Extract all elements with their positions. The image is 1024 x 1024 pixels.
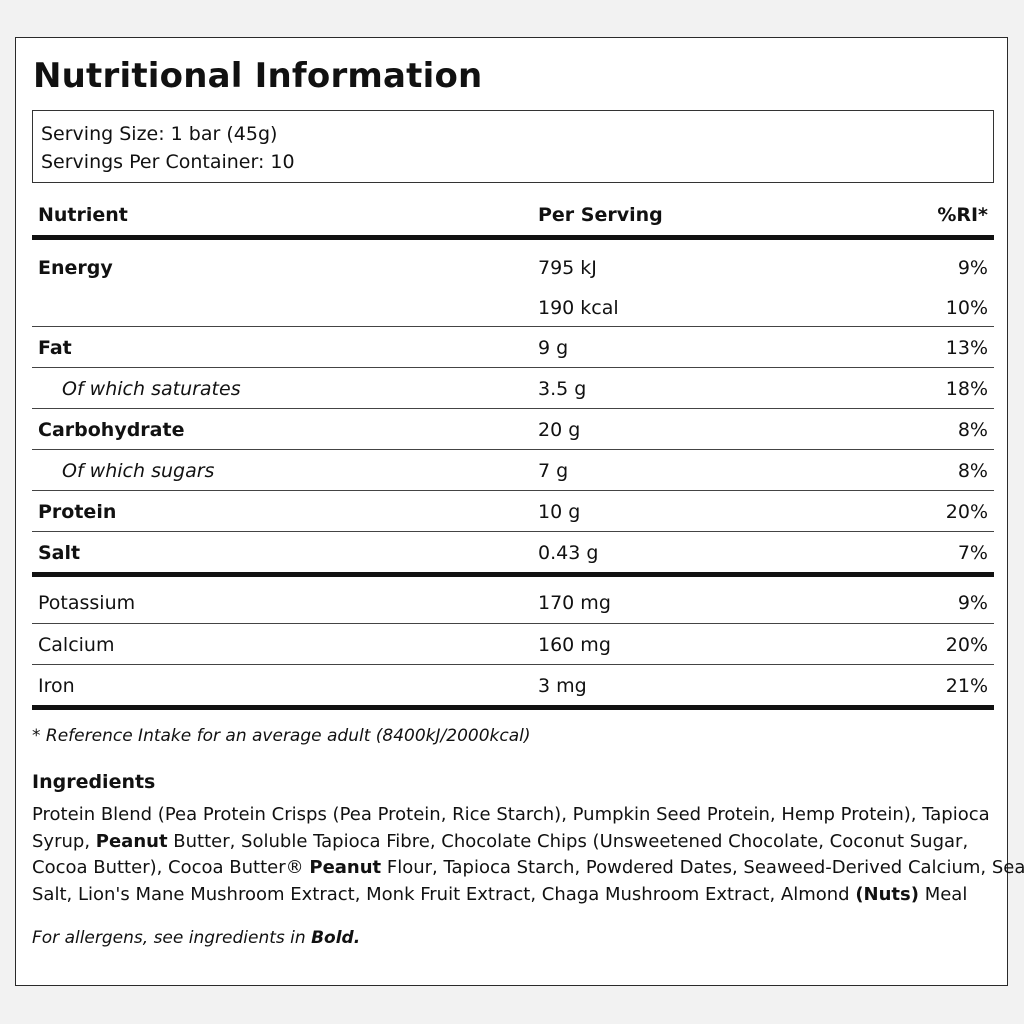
- ingredients-title: Ingredients: [32, 771, 156, 793]
- row-ri: 10%: [945, 297, 988, 319]
- ingredients-line: Syrup, Peanut Butter, Soluble Tapioca Fi…: [32, 829, 998, 856]
- row-ri: 9%: [957, 257, 988, 279]
- ingredients-line: Cocoa Butter), Cocoa Butter® Peanut Flou…: [32, 855, 1024, 882]
- nutrition-table: Nutrient Per Serving %RI* Energy 795 kJ …: [32, 198, 994, 710]
- allergen-note: For allergens, see ingredients in Bold.: [32, 928, 360, 948]
- row-ri: 7%: [957, 542, 988, 564]
- serving-size: Serving Size: 1 bar (45g): [41, 123, 278, 145]
- row-nutrient: Iron: [38, 675, 75, 697]
- row-nutrient: Of which saturates: [62, 378, 241, 400]
- ingredients-text: Protein Blend (Pea Protein Crisps (Pea P…: [32, 802, 1024, 909]
- row-nutrient: Calcium: [38, 634, 115, 656]
- row-nutrient: Fat: [38, 337, 72, 359]
- row-value: 190 kcal: [538, 297, 619, 319]
- row-ri: 18%: [945, 378, 988, 400]
- row-nutrient: Potassium: [38, 592, 136, 614]
- row-value: 7 g: [538, 460, 569, 482]
- row-value: 3.5 g: [538, 378, 587, 400]
- ingredients-segment: Salt, Lion's Mane Mushroom Extract, Monk…: [32, 883, 856, 905]
- allergen-highlight: Peanut: [309, 857, 382, 878]
- table-row-calcium: Calcium 160 mg 20%: [32, 624, 994, 665]
- row-value: 0.43 g: [538, 542, 599, 564]
- table-row-energy-kj: Energy 795 kJ 9%: [32, 240, 994, 279]
- table-row-energy-kcal: 190 kcal 10%: [32, 278, 994, 327]
- ri-footnote: * Reference Intake for an average adult …: [32, 726, 531, 746]
- table-row-saturates: Of which saturates 3.5 g 18%: [32, 368, 994, 409]
- row-value: 170 mg: [538, 592, 611, 614]
- allergen-note-bold: Bold.: [311, 928, 361, 948]
- row-ri: 20%: [945, 501, 988, 523]
- row-ri: 9%: [957, 592, 988, 614]
- row-nutrient: Salt: [38, 542, 81, 564]
- row-ri: 13%: [945, 337, 988, 359]
- ingredients-segment: Meal: [918, 883, 968, 905]
- row-nutrient: Protein: [38, 501, 117, 523]
- table-row-sugars: Of which sugars 7 g 8%: [32, 450, 994, 491]
- page-title: Nutritional Information: [33, 56, 483, 96]
- header-per-serving: Per Serving: [538, 204, 663, 226]
- allergen-highlight: Peanut: [95, 830, 168, 852]
- table-row-iron: Iron 3 mg 21%: [32, 665, 994, 710]
- ingredients-segment: Protein Blend (Pea Protein Crisps (Pea P…: [32, 804, 990, 825]
- row-nutrient: Of which sugars: [62, 460, 215, 482]
- table-row-salt: Salt 0.43 g 7%: [32, 532, 994, 577]
- row-ri: 8%: [957, 419, 988, 441]
- header-nutrient: Nutrient: [38, 204, 128, 226]
- ingredients-segment: Flour, Tapioca Starch, Powdered Dates, S…: [381, 857, 1024, 878]
- table-row-fat: Fat 9 g 13%: [32, 327, 994, 368]
- row-value: 160 mg: [538, 634, 611, 656]
- row-value: 10 g: [538, 501, 581, 523]
- allergen-note-text: For allergens, see ingredients in: [32, 928, 312, 948]
- ingredients-line: Protein Blend (Pea Protein Crisps (Pea P…: [32, 802, 998, 829]
- ingredients-segment: Syrup,: [32, 830, 96, 852]
- nutrition-panel: Nutritional Information Serving Size: 1 …: [15, 37, 1024, 986]
- allergen-highlight: (Nuts): [855, 883, 919, 905]
- ingredients-line: Salt, Lion's Mane Mushroom Extract, Monk…: [32, 882, 998, 909]
- table-row-potassium: Potassium 170 mg 9%: [32, 577, 994, 624]
- row-nutrient: Carbohydrate: [38, 419, 185, 441]
- table-row-carbohydrate: Carbohydrate 20 g 8%: [32, 409, 994, 450]
- row-ri: 8%: [957, 460, 988, 482]
- row-value: 9 g: [538, 337, 569, 359]
- row-value: 20 g: [538, 419, 581, 441]
- header-ri: %RI*: [937, 204, 988, 226]
- row-value: 795 kJ: [538, 257, 597, 279]
- row-ri: 20%: [945, 634, 988, 656]
- row-value: 3 mg: [538, 675, 587, 697]
- table-row-protein: Protein 10 g 20%: [32, 491, 994, 532]
- ingredients-segment: Butter, Soluble Tapioca Fibre, Chocolate…: [167, 830, 969, 852]
- serving-box: Serving Size: 1 bar (45g) Servings Per C…: [32, 110, 994, 183]
- servings-per-container: Servings Per Container: 10: [41, 151, 295, 173]
- table-header: Nutrient Per Serving %RI*: [32, 198, 994, 240]
- row-ri: 21%: [945, 675, 988, 697]
- ingredients-segment: Cocoa Butter), Cocoa Butter®: [32, 857, 310, 878]
- row-nutrient: Energy: [38, 257, 113, 279]
